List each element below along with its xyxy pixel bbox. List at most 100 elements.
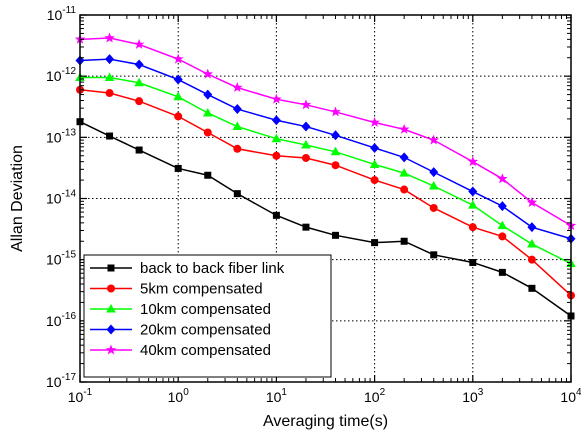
data-point: [498, 268, 506, 276]
legend-label: 20km compensated: [140, 322, 271, 339]
series-line-0: [79, 121, 572, 317]
legend-item: 20km compensated: [90, 322, 271, 339]
data-point: [173, 74, 183, 85]
data-point: [429, 167, 439, 178]
data-point: [134, 59, 144, 70]
data-point: [527, 222, 537, 233]
data-point: [497, 220, 508, 230]
data-point: [104, 32, 115, 43]
data-point: [467, 156, 479, 167]
legend-marker: [107, 284, 115, 293]
data-point: [497, 173, 508, 184]
data-point: [174, 164, 182, 172]
series-line-2: [80, 76, 572, 265]
series-markers-3: [75, 54, 576, 244]
data-point: [330, 106, 341, 117]
data-point: [135, 97, 144, 106]
data-point: [527, 255, 536, 264]
data-point: [528, 284, 536, 292]
data-point: [331, 130, 341, 141]
x-tick-label: 103: [462, 387, 484, 405]
y-tick-label: 10-14: [46, 189, 76, 207]
data-point: [272, 211, 280, 219]
series-line-1: [79, 88, 572, 297]
data-point: [232, 82, 243, 93]
y-tick-label: 10-13: [46, 127, 76, 145]
legend-marker: [106, 304, 116, 313]
legend-item: back to back fiber link: [90, 260, 285, 277]
data-point: [172, 53, 184, 64]
data-point: [174, 112, 183, 121]
data-point: [233, 144, 242, 153]
axis-ticks: [79, 14, 572, 383]
legend-box: [83, 254, 332, 378]
series-line-4: [79, 37, 572, 227]
legend-marker: [105, 344, 117, 355]
data-point: [526, 197, 538, 207]
legend-label: 10km compensated: [140, 301, 271, 318]
legend-marker: [107, 264, 115, 272]
legend-item: 5km compensated: [90, 281, 263, 298]
y-tick-label: 10-17: [46, 372, 76, 390]
data-point: [369, 116, 380, 127]
data-point: [468, 200, 478, 209]
data-point: [400, 237, 408, 245]
data-point: [300, 99, 312, 110]
data-point: [369, 159, 380, 168]
x-tick-label: 102: [364, 387, 386, 405]
data-point: [301, 153, 310, 162]
data-point: [271, 115, 281, 126]
legend-label: back to back fiber link: [140, 260, 285, 277]
y-tick-labels: 10-11 10-12 10-13 10-14 10-15 10-16 10-17: [46, 5, 76, 390]
data-point: [398, 123, 410, 134]
data-point: [468, 186, 478, 197]
x-tick-label: 104: [560, 387, 581, 405]
series-markers-1: [76, 85, 575, 300]
data-point: [271, 133, 282, 143]
data-point: [428, 181, 439, 190]
data-point: [330, 146, 341, 156]
data-point: [469, 258, 477, 266]
data-point: [497, 201, 507, 212]
data-point: [272, 151, 281, 160]
data-point: [527, 239, 537, 248]
legend: back to back fiber link 5km compensated 10…: [83, 254, 332, 378]
data-point: [104, 72, 115, 82]
data-point: [204, 171, 212, 179]
data-point: [302, 223, 310, 231]
data-point: [232, 121, 243, 131]
series-line-3: [79, 58, 572, 240]
data-point: [135, 146, 143, 154]
data-point: [399, 152, 409, 163]
data-point: [301, 139, 311, 149]
data-point: [232, 104, 242, 115]
data-point: [301, 121, 311, 132]
data-point: [203, 128, 212, 137]
y-axis-title: Allan Deviation: [9, 145, 26, 252]
x-tick-label: 10-1: [68, 387, 93, 405]
y-tick-label: 10-11: [47, 5, 77, 23]
data-point: [370, 176, 379, 185]
data-point: [105, 54, 115, 65]
data-point: [173, 91, 183, 101]
data-point: [399, 168, 409, 177]
data-point: [468, 223, 477, 232]
series-markers-2: [75, 72, 576, 268]
data-point: [105, 89, 114, 98]
data-point: [370, 142, 380, 153]
x-tick-label: 100: [168, 387, 190, 405]
legend-label: 5km compensated: [140, 281, 263, 298]
data-point: [106, 132, 114, 140]
legend-item: 10km compensated: [90, 301, 271, 318]
data-point: [371, 239, 379, 247]
data-point: [430, 251, 438, 259]
data-point: [400, 185, 409, 194]
y-tick-label: 10-16: [46, 311, 76, 329]
data-point: [133, 38, 145, 49]
data-point: [134, 77, 144, 87]
series-markers-4: [74, 32, 577, 231]
y-tick-label: 10-15: [46, 250, 76, 268]
data-point: [498, 232, 507, 241]
x-tick-label: 101: [266, 387, 288, 405]
